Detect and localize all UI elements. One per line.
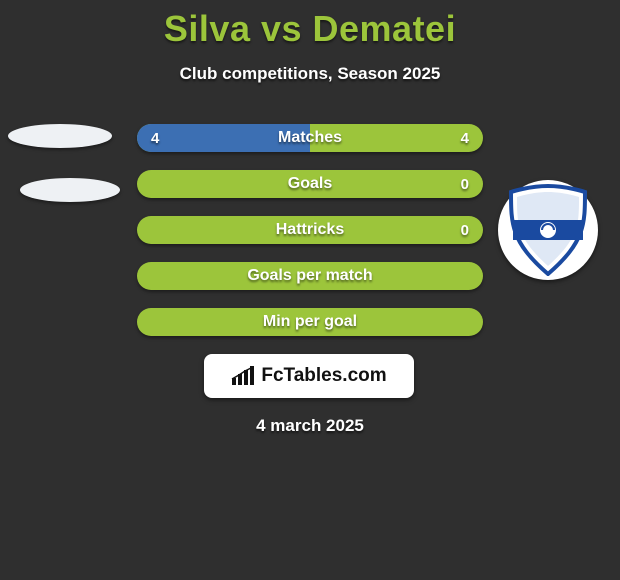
team-right-logo — [498, 180, 598, 280]
stat-right-value: 0 — [461, 222, 469, 239]
page-title: Silva vs Dematei — [0, 0, 620, 50]
stat-row: Min per goal — [137, 308, 483, 336]
barchart-icon — [231, 366, 257, 386]
team-left-placeholder-2 — [20, 178, 120, 202]
stat-row: 0 Goals — [137, 170, 483, 198]
shield-icon — [507, 184, 589, 276]
stats-rows: 4 4 Matches 0 Goals 0 Hattricks Goals per match… — [137, 124, 483, 354]
date-label: 4 march 2025 — [0, 416, 620, 436]
stat-left-value: 4 — [151, 130, 159, 147]
source-badge[interactable]: FcTables.com — [204, 354, 414, 398]
stat-row-label: Goals per match — [247, 267, 372, 285]
stat-row: Goals per match — [137, 262, 483, 290]
source-badge-label: FcTables.com — [261, 365, 386, 387]
team-left-placeholder-1 — [8, 124, 112, 148]
stat-row-label: Matches — [278, 129, 342, 147]
stat-row-label: Goals — [288, 175, 332, 193]
stat-row: 0 Hattricks — [137, 216, 483, 244]
stat-row-label: Hattricks — [276, 221, 344, 239]
stat-row-label: Min per goal — [263, 313, 357, 331]
stat-right-value: 0 — [461, 176, 469, 193]
page-subtitle: Club competitions, Season 2025 — [0, 64, 620, 84]
stat-right-value: 4 — [461, 130, 469, 147]
stat-row: 4 4 Matches — [137, 124, 483, 152]
